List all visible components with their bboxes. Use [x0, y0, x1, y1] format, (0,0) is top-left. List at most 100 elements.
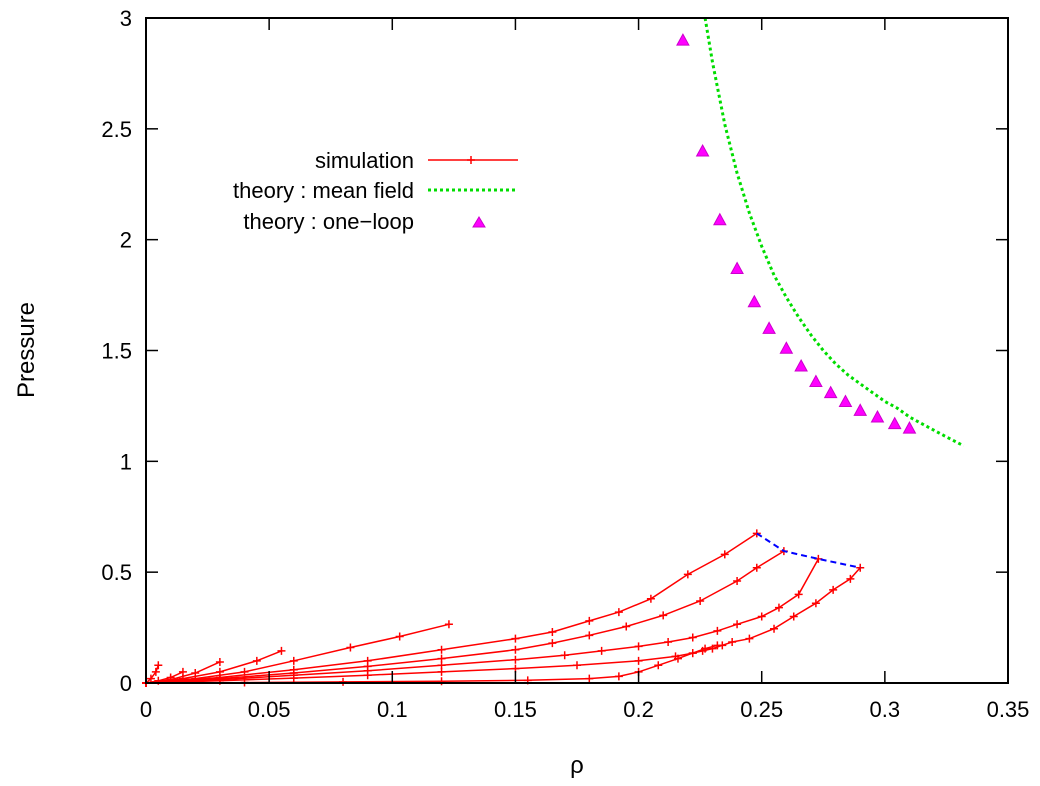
simulation-point-8-18: [829, 585, 838, 594]
simulation-point-8-7: [634, 656, 643, 665]
simulation-point-0-1: [146, 674, 155, 683]
x-tick-label-6: 0.3: [870, 697, 901, 722]
simulation-point-6-9: [659, 611, 668, 620]
simulation-point-3-3: [252, 656, 261, 665]
simulation-point-9-11: [701, 644, 710, 653]
simulation-point-6-7: [585, 631, 594, 640]
simulation-point-8-13: [728, 637, 737, 646]
x-tick-label-4: 0.2: [623, 697, 654, 722]
simulation-point-4-4: [346, 643, 355, 652]
simulation-point-8-6: [573, 661, 581, 670]
simulation-point-5-12: [752, 529, 761, 538]
simulation-point-7-14: [774, 603, 783, 612]
simulation-point-8-20: [856, 563, 865, 572]
simulation-point-7-8: [634, 642, 643, 651]
simulation-point-7-5: [511, 655, 520, 664]
simulation-point-8-15: [770, 624, 779, 633]
simulation-point-9-8: [654, 661, 663, 670]
simulation-point-8-14: [745, 634, 754, 643]
y-tick-label-3: 1.5: [101, 339, 132, 364]
x-axis-label: ρ: [570, 752, 584, 779]
x-tick-label-0: 0: [140, 697, 152, 722]
simulation-curve-6: [145, 550, 785, 684]
simulation-point-7-9: [664, 637, 673, 646]
one-loop-point-13: [887, 416, 902, 430]
simulation-point-8-2: [289, 674, 298, 683]
legend: simulation theory : mean field theory : …: [233, 148, 518, 234]
one-loop-point-9: [823, 385, 838, 399]
y-tick-label-2: 1: [120, 449, 132, 474]
axes: 0 0.05 0.1 0.15 0.2 0.25 0.3 0.35 0 0.5 1 1.5 2 2.5 3: [101, 6, 1029, 722]
endpoint-connector-curve: [756, 532, 861, 569]
simulation-point-9-5: [585, 674, 594, 683]
one-loop-point-4: [747, 294, 762, 308]
simulation-point-8-19: [846, 574, 855, 583]
simulation-point-0-2: [151, 667, 160, 676]
one-loop-point-8: [809, 374, 823, 388]
x-tick-label-2: 0.1: [377, 697, 408, 722]
legend-marker-simulation: [467, 156, 475, 164]
simulation-point-9-6: [614, 672, 623, 681]
one-loop-point-12: [870, 409, 885, 423]
mean-field-curve: [703, 17, 965, 448]
legend-label-mean-field: theory : mean field: [233, 178, 414, 203]
simulation-point-0-3: [154, 661, 163, 670]
plot-marks: [142, 17, 965, 687]
x-tick-label-5: 0.25: [740, 697, 783, 722]
y-tick-label-4: 2: [120, 228, 132, 253]
one-loop-point-3: [730, 261, 744, 274]
one-loop-point-11: [853, 403, 868, 416]
y-tick-label-5: 2.5: [101, 117, 132, 142]
simulation-point-5-8: [614, 608, 623, 617]
simulation-point-3-4: [277, 646, 286, 655]
simulation-point-9-2: [339, 677, 348, 686]
simulation-point-8-4: [437, 667, 446, 676]
one-loop-point-14: [902, 421, 917, 434]
y-tick-label-1: 0.5: [101, 560, 132, 585]
simulation-point-5-7: [585, 616, 594, 625]
y-tick-label-6: 3: [120, 6, 132, 31]
simulation-point-4-3: [289, 656, 298, 665]
simulation-point-5-11: [720, 550, 729, 559]
simulation-point-5-6: [548, 628, 557, 637]
simulation-point-7-7: [597, 646, 606, 655]
simulation-point-5-5: [511, 634, 520, 643]
simulation-point-7-10: [688, 633, 697, 642]
simulation-curve-0: [145, 665, 160, 684]
legend-label-simulation: simulation: [315, 148, 414, 173]
simulation-point-2-3: [215, 657, 224, 666]
simulation-point-9-10: [688, 649, 697, 658]
legend-label-one-loop: theory : one−loop: [243, 209, 414, 234]
simulation-point-5-9: [646, 594, 655, 603]
plot-frame: [145, 17, 1009, 684]
simulation-point-7-13: [757, 612, 766, 621]
legend-marker-one-loop: [472, 216, 486, 228]
simulation-curve-5: [145, 532, 758, 684]
simulation-point-6-12: [752, 563, 761, 572]
x-tick-label-7: 0.35: [987, 697, 1030, 722]
one-loop-point-0: [676, 33, 690, 46]
one-loop-point-5: [762, 321, 776, 334]
simulation-point-6-8: [622, 622, 631, 631]
simulation-point-6-11: [733, 577, 742, 586]
simulation-point-4-5: [395, 632, 404, 641]
one-loop-point-6: [779, 341, 794, 354]
simulation-point-8-16: [789, 612, 798, 621]
simulation-point-7-6: [560, 651, 569, 660]
simulation-point-6-5: [511, 645, 520, 654]
simulation-point-9-3: [437, 677, 446, 686]
simulation-point-4-6: [444, 620, 453, 629]
simulation-point-7-15: [794, 590, 803, 599]
x-tick-label-1: 0.05: [248, 697, 291, 722]
one-loop-point-2: [713, 212, 727, 226]
simulation-point-8-17: [811, 599, 820, 608]
y-axis-label: Pressure: [13, 302, 40, 398]
simulation-point-8-3: [363, 671, 372, 680]
simulation-point-5-10: [683, 570, 692, 579]
x-tick-label-3: 0.15: [494, 697, 537, 722]
simulation-point-5-4: [437, 645, 446, 654]
simulation-curve-8: [145, 567, 861, 684]
simulation-point-7-11: [713, 626, 722, 635]
simulation-point-7-12: [733, 620, 742, 629]
